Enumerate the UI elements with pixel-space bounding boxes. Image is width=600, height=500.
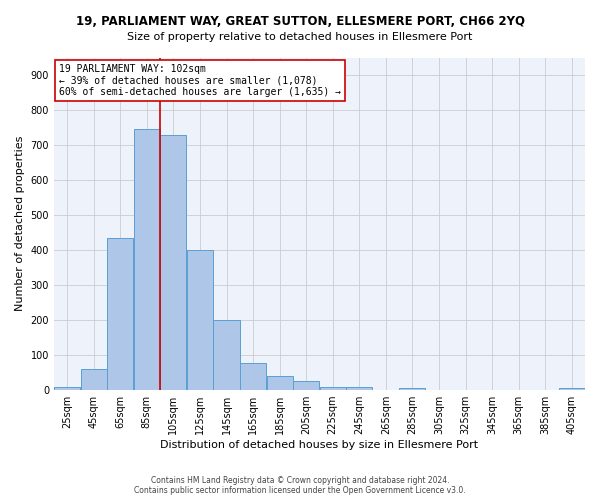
Text: 19 PARLIAMENT WAY: 102sqm
← 39% of detached houses are smaller (1,078)
60% of se: 19 PARLIAMENT WAY: 102sqm ← 39% of detac… — [59, 64, 341, 98]
X-axis label: Distribution of detached houses by size in Ellesmere Port: Distribution of detached houses by size … — [160, 440, 479, 450]
Bar — [134, 130, 160, 390]
Y-axis label: Number of detached properties: Number of detached properties — [15, 136, 25, 312]
Text: Size of property relative to detached houses in Ellesmere Port: Size of property relative to detached ho… — [127, 32, 473, 42]
Bar — [400, 388, 425, 390]
Bar — [293, 380, 319, 390]
Bar — [187, 250, 213, 390]
Bar — [320, 386, 346, 390]
Bar — [214, 320, 239, 390]
Bar — [160, 134, 187, 390]
Text: Contains HM Land Registry data © Crown copyright and database right 2024.
Contai: Contains HM Land Registry data © Crown c… — [134, 476, 466, 495]
Bar — [346, 386, 373, 390]
Bar — [240, 363, 266, 390]
Bar — [266, 376, 293, 390]
Bar — [559, 388, 585, 390]
Text: 19, PARLIAMENT WAY, GREAT SUTTON, ELLESMERE PORT, CH66 2YQ: 19, PARLIAMENT WAY, GREAT SUTTON, ELLESM… — [76, 15, 524, 28]
Bar — [54, 386, 80, 390]
Bar — [80, 369, 107, 390]
Bar — [107, 238, 133, 390]
